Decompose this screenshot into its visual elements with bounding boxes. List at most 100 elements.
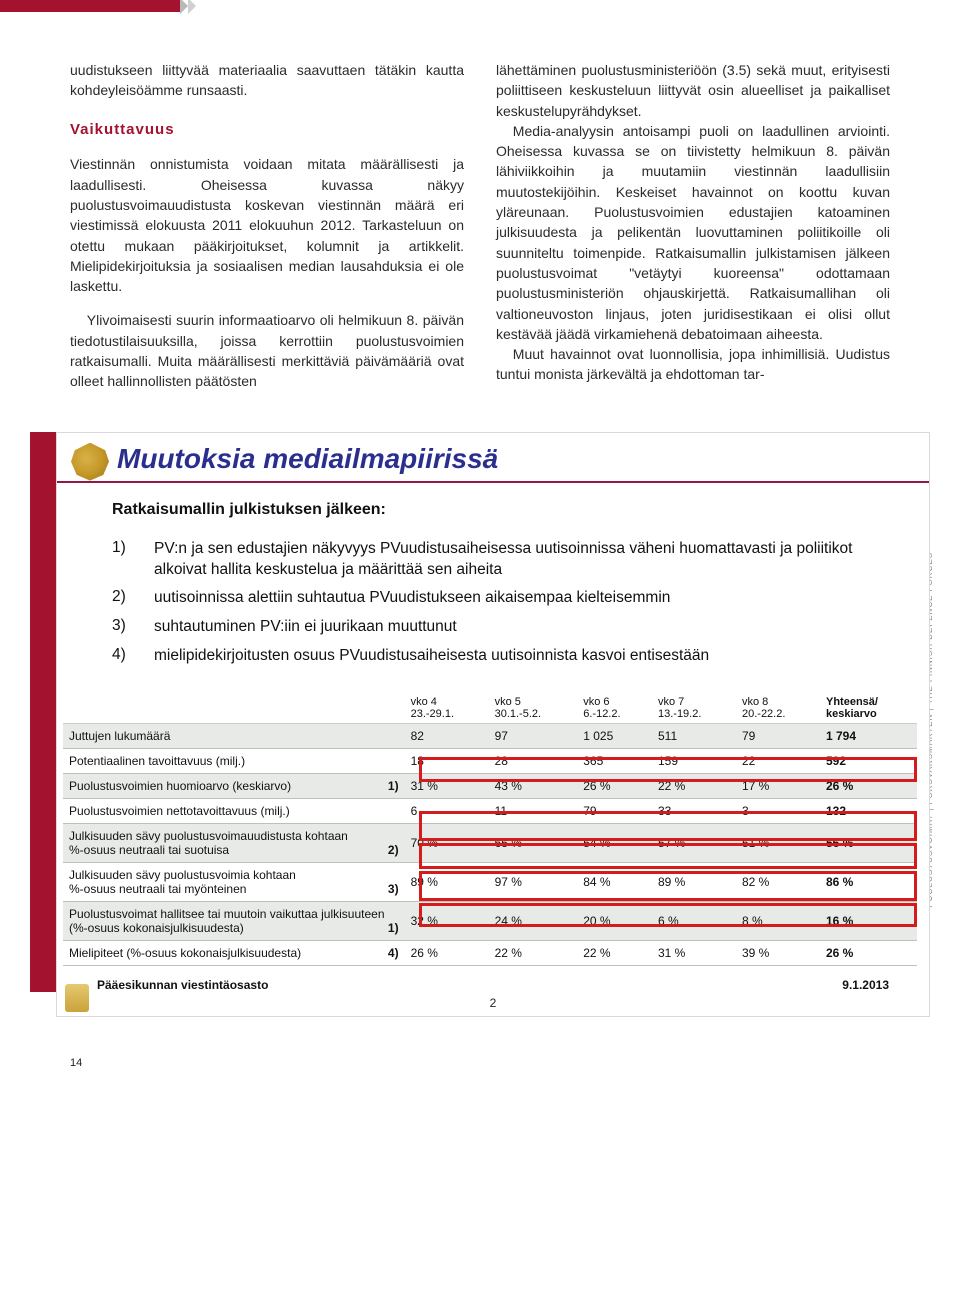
column-header: vko 66.-12.2.	[577, 693, 652, 724]
cell: 11	[489, 799, 578, 824]
table-row: Julkisuuden sävy puolustusvoimia kohtaan…	[63, 863, 917, 902]
cell: 31 %	[405, 774, 489, 799]
row-marker: 1)	[388, 779, 399, 793]
cell: 54 %	[577, 824, 652, 863]
row-label: Puolustusvoimat hallitsee tai muutoin va…	[63, 902, 405, 941]
crest-small-icon	[65, 984, 89, 1012]
para: uudistukseen liittyvää materiaalia saavu…	[70, 60, 464, 101]
row-marker: 1)	[388, 921, 399, 935]
cell: 6	[405, 799, 489, 824]
row-marker: 2)	[388, 843, 399, 857]
cell: 57 %	[652, 824, 736, 863]
table-row: Julkisuuden sävy puolustusvoimauudistust…	[63, 824, 917, 863]
article-body: uudistukseen liittyvää materiaalia saavu…	[0, 20, 960, 422]
cell: 22	[736, 749, 820, 774]
para: Ylivoimaisesti suurin informaatioarvo ol…	[70, 310, 464, 391]
table-row: Potentiaalinen tavoittavuus (milj.)18283…	[63, 749, 917, 774]
cell: 89 %	[652, 863, 736, 902]
cell: 8 %	[736, 902, 820, 941]
cell: 26 %	[820, 774, 917, 799]
table-row: Juttujen lukumäärä82971 025511791 794	[63, 724, 917, 749]
row-marker: 3)	[388, 882, 399, 896]
list-item-text: uutisoinnissa alettiin suhtautua PVuudis…	[154, 588, 899, 609]
slide-footer-date: 9.1.2013	[842, 978, 889, 992]
cell: 79	[577, 799, 652, 824]
cell: 82	[405, 724, 489, 749]
cell: 20 %	[577, 902, 652, 941]
cell: 32 %	[405, 902, 489, 941]
cell: 33	[652, 799, 736, 824]
list-item: 1) PV:n ja sen edustajien näkyvyys PVuudi…	[112, 539, 899, 581]
header-accent	[0, 0, 960, 20]
list-item-num: 2)	[112, 588, 136, 609]
cell: 159	[652, 749, 736, 774]
list-item: 4) mielipidekirjoitusten osuus PVuudistus…	[112, 646, 899, 667]
row-marker: 4)	[388, 946, 399, 960]
column-header: vko 423.-29.1.	[405, 693, 489, 724]
table-row: Mielipiteet (%-osuus kokonaisjulkisuudes…	[63, 941, 917, 966]
accent-sidebar	[30, 432, 56, 992]
figure-slide: PUOLUSTUSVOIMAT | FÖRSVARSMAKTEN | THE F…	[30, 432, 930, 1018]
list-item-text: suhtautuminen PV:iin ei juurikaan muuttu…	[154, 617, 899, 638]
list-item-num: 4)	[112, 646, 136, 667]
column-header	[63, 693, 405, 724]
cell: 1 025	[577, 724, 652, 749]
slide-footer-dept: Pääesikunnan viestintäosasto	[97, 978, 268, 992]
row-label: Mielipiteet (%-osuus kokonaisjulkisuudes…	[63, 941, 405, 966]
row-label: Potentiaalinen tavoittavuus (milj.)	[63, 749, 405, 774]
cell: 22 %	[652, 774, 736, 799]
cell: 26 %	[820, 941, 917, 966]
cell: 31 %	[652, 941, 736, 966]
cell: 89 %	[405, 863, 489, 902]
cell: 22 %	[577, 941, 652, 966]
cell: 43 %	[489, 774, 578, 799]
section-heading: Vaikuttavuus	[70, 119, 464, 141]
data-table-wrap: vko 423.-29.1.vko 530.1.-5.2.vko 66.-12.…	[63, 693, 917, 966]
row-label: Juttujen lukumäärä	[63, 724, 405, 749]
cell: 70 %	[405, 824, 489, 863]
column-header: Yhteensä/keskiarvo	[820, 693, 917, 724]
cell: 84 %	[577, 863, 652, 902]
cell: 3	[736, 799, 820, 824]
slide-footer-page: 2	[57, 996, 929, 1010]
page-number: 14	[0, 1017, 960, 1089]
row-label: Puolustusvoimien nettotavoittavuus (milj…	[63, 799, 405, 824]
cell: 97 %	[489, 863, 578, 902]
slide-subtitle: Ratkaisumallin julkistuksen jälkeen:	[57, 483, 929, 527]
row-label: Puolustusvoimien huomioarvo (keskiarvo) …	[63, 774, 405, 799]
row-label: Julkisuuden sävy puolustusvoimia kohtaan…	[63, 863, 405, 902]
cell: 18	[405, 749, 489, 774]
list-item-text: mielipidekirjoitusten osuus PVuudistusai…	[154, 646, 899, 667]
cell: 365	[577, 749, 652, 774]
cell: 24 %	[489, 902, 578, 941]
cell: 51 %	[736, 824, 820, 863]
row-label: Julkisuuden sävy puolustusvoimauudistust…	[63, 824, 405, 863]
chevron-right-icon	[180, 0, 204, 14]
para: Media-analyysin antoisampi puoli on laad…	[496, 121, 890, 344]
list-item-text: PV:n ja sen edustajien näkyvyys PVuudist…	[154, 539, 899, 581]
cell: 82 %	[736, 863, 820, 902]
data-table: vko 423.-29.1.vko 530.1.-5.2.vko 66.-12.…	[63, 693, 917, 966]
cell: 28	[489, 749, 578, 774]
accent-bar	[0, 0, 180, 12]
cell: 16 %	[820, 902, 917, 941]
cell: 592	[820, 749, 917, 774]
cell: 26 %	[405, 941, 489, 966]
list-item-num: 1)	[112, 539, 136, 581]
cell: 65 %	[489, 824, 578, 863]
cell: 17 %	[736, 774, 820, 799]
cell: 22 %	[489, 941, 578, 966]
cell: 79	[736, 724, 820, 749]
table-row: Puolustusvoimat hallitsee tai muutoin va…	[63, 902, 917, 941]
list-item-num: 3)	[112, 617, 136, 638]
cell: 1 794	[820, 724, 917, 749]
slide-title: Muutoksia mediailmapiirissä	[117, 443, 909, 475]
para: Muut havainnot ovat luonnollisia, jopa i…	[496, 344, 890, 385]
cell: 97	[489, 724, 578, 749]
cell: 39 %	[736, 941, 820, 966]
cell: 511	[652, 724, 736, 749]
column-header: vko 820.-22.2.	[736, 693, 820, 724]
crest-icon	[71, 443, 109, 481]
slide-bullet-list: 1) PV:n ja sen edustajien näkyvyys PVuudi…	[57, 527, 929, 694]
column-header: vko 713.-19.2.	[652, 693, 736, 724]
